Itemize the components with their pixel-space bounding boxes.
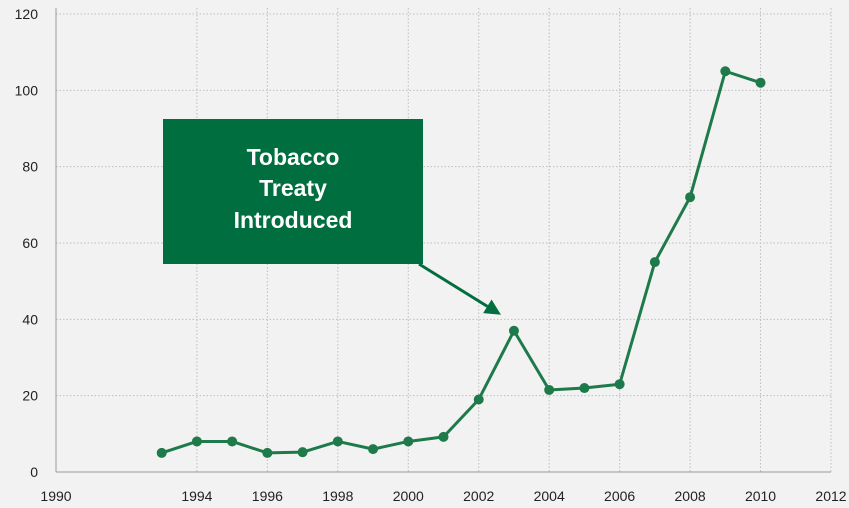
x-tick-label: 1998	[322, 488, 353, 504]
data-point	[156, 447, 167, 458]
x-tick-label: 2004	[534, 488, 565, 504]
x-tick-label: 2002	[463, 488, 494, 504]
data-point	[755, 77, 766, 88]
data-point	[508, 325, 519, 336]
x-tick-label: 1994	[181, 488, 212, 504]
data-point	[649, 257, 660, 268]
x-tick-labels: 1990 1994 1996 1998 2000 2002 2004 2006 2008 2010…	[40, 488, 846, 504]
x-tick-label: 1990	[40, 488, 71, 504]
data-point	[720, 66, 731, 77]
data-point	[227, 436, 238, 447]
data-point	[368, 444, 379, 455]
axes	[55, 8, 831, 473]
x-tick-label: 2000	[393, 488, 424, 504]
y-tick-label: 80	[22, 159, 38, 175]
annotation: Tobacco Treaty Introduced	[163, 119, 501, 315]
data-point	[579, 383, 590, 394]
data-point	[332, 436, 343, 447]
x-tick-label: 2008	[675, 488, 706, 504]
x-tick-label: 1996	[252, 488, 283, 504]
annotation-text-line: Tobacco	[247, 144, 340, 170]
x-tick-label: 2006	[604, 488, 635, 504]
data-point	[403, 436, 414, 447]
y-tick-label: 20	[22, 388, 38, 404]
data-point	[473, 394, 484, 405]
data-point	[297, 447, 308, 458]
y-tick-label: 60	[22, 235, 38, 251]
y-tick-label: 100	[15, 82, 39, 98]
annotation-box	[163, 119, 423, 264]
series-line	[160, 69, 763, 455]
data-series	[156, 66, 766, 458]
data-point	[544, 384, 555, 395]
annotation-text-line: Treaty	[259, 175, 327, 201]
data-point	[614, 379, 625, 390]
y-tick-label: 40	[22, 311, 38, 327]
annotation-text-line: Introduced	[234, 207, 353, 233]
annotation-arrow-head	[483, 299, 501, 315]
data-point	[191, 436, 202, 447]
data-point	[262, 447, 273, 458]
y-tick-label: 0	[30, 464, 38, 480]
annotation-arrow-line	[418, 262, 489, 308]
data-point	[438, 431, 449, 442]
y-tick-labels: 0 20 40 60 80 100 120	[15, 6, 39, 480]
data-point	[685, 192, 696, 203]
x-tick-label: 2010	[745, 488, 776, 504]
x-tick-label: 2012	[815, 488, 846, 504]
y-tick-label: 120	[15, 6, 39, 22]
